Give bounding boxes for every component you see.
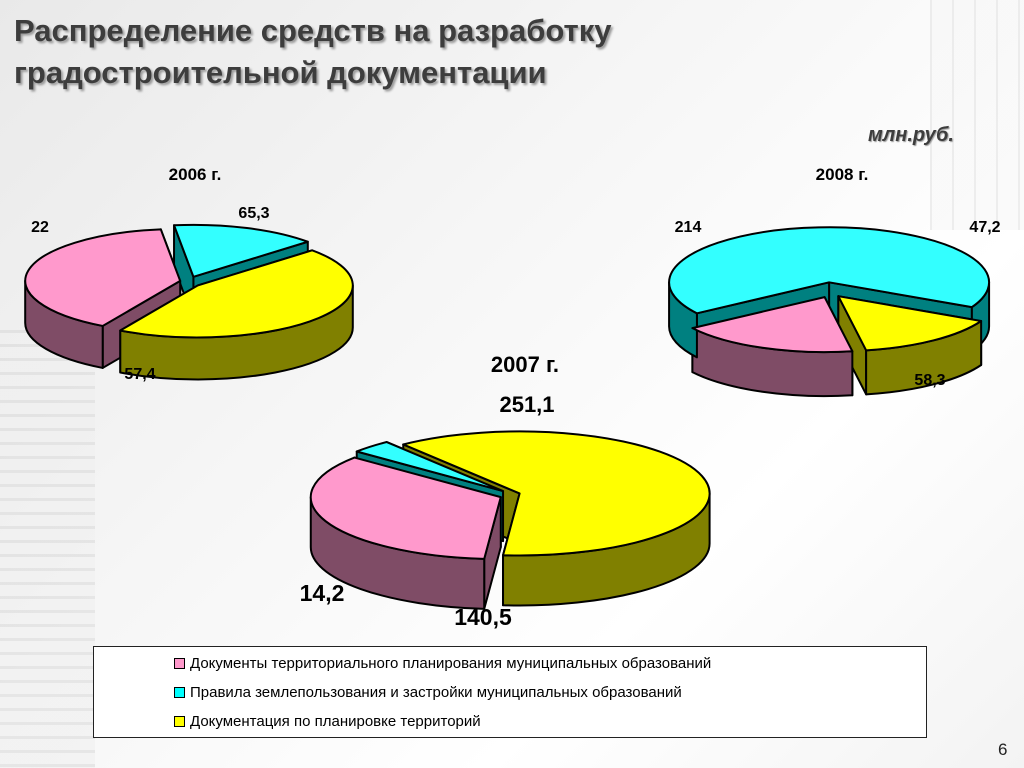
legend-label: Документация по планировке территорий <box>190 713 481 730</box>
pie-tops <box>668 226 991 354</box>
chart-title: 2008 г. <box>816 165 869 184</box>
legend-label: Документы территориального планирования … <box>190 655 712 672</box>
legend-swatch-pink <box>174 658 185 669</box>
data-label: 14,2 <box>300 580 345 606</box>
unit-label: млн.руб. <box>868 124 954 146</box>
legend-swatch-cyan <box>174 687 185 698</box>
data-label: 22 <box>31 219 49 236</box>
chart-title: 2006 г. <box>169 165 222 184</box>
slide-title: Распределение средств на разработку град… <box>14 10 611 94</box>
legend-item: Правила землепользования и застройки мун… <box>174 684 682 701</box>
data-label: 214 <box>675 219 702 236</box>
chart-legend: Документы территориального планирования … <box>93 646 927 738</box>
data-label: 47,2 <box>969 219 1000 236</box>
pie-chart-0: 2006 г. 57,4 22 65,3 <box>24 165 354 383</box>
pie-slice <box>24 228 182 327</box>
pie-slice <box>119 249 354 339</box>
legend-swatch-yellow <box>174 716 185 727</box>
page-number: 6 <box>998 740 1008 759</box>
data-label: 57,4 <box>124 366 155 383</box>
data-label: 140,5 <box>454 604 512 630</box>
chart-title: 2007 г. <box>491 352 559 377</box>
slide-title-line2: градостроительной документации <box>14 55 547 90</box>
slide-title-line1: Распределение средств на разработку <box>14 13 612 48</box>
pie-slice <box>173 223 309 278</box>
background-decoration <box>930 0 1024 230</box>
data-label: 58,3 <box>914 372 945 389</box>
pie-slice <box>309 456 502 560</box>
legend-item: Документация по планировке территорий <box>174 713 481 730</box>
pie-slice <box>691 296 854 354</box>
pie-tops <box>309 430 711 560</box>
chart-subtitle: 251,1 <box>499 392 554 417</box>
data-label: 65,3 <box>238 205 269 222</box>
pie-tops <box>24 223 354 339</box>
legend-label: Правила землепользования и застройки мун… <box>190 684 682 701</box>
legend-item: Документы территориального планирования … <box>174 655 711 672</box>
pie-slice <box>837 295 983 352</box>
pie-chart-2: 2008 г. 58,3 214 47,2 <box>668 165 1001 398</box>
pie-slice <box>355 441 505 493</box>
pie-slice <box>402 430 711 557</box>
pie-slice <box>668 226 991 315</box>
background-decoration <box>0 330 95 768</box>
